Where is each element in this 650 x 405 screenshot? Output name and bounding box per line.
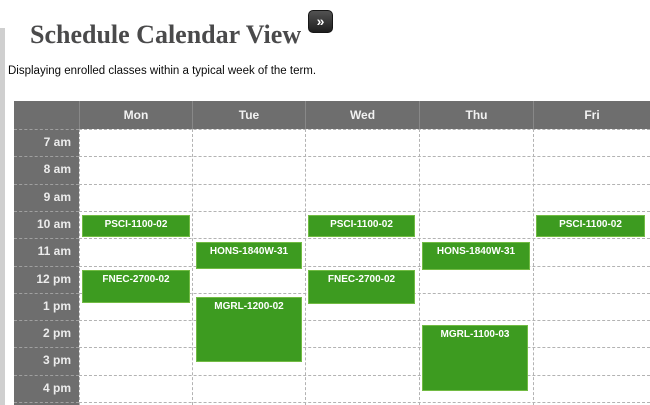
event-block: MGRL-1200-02 bbox=[196, 297, 302, 362]
gutter-separator-line bbox=[14, 210, 79, 212]
expand-button[interactable]: » bbox=[308, 10, 333, 33]
gutter-separator-line bbox=[14, 129, 79, 130]
column-grid-line bbox=[419, 129, 420, 405]
day-header-mon: Mon bbox=[79, 101, 192, 129]
page-title: Schedule Calendar View bbox=[30, 20, 302, 50]
day-header-tue: Tue bbox=[192, 101, 305, 129]
gutter-separator-line bbox=[14, 402, 79, 403]
gutter-separator-line bbox=[14, 183, 79, 185]
time-label-10am: 10 am bbox=[36, 216, 71, 231]
event-block: PSCI-1100-02 bbox=[82, 215, 190, 237]
column-grid-line bbox=[305, 129, 306, 405]
time-label-9am: 9 am bbox=[43, 189, 71, 204]
row-grid-line bbox=[79, 374, 650, 376]
row-grid-line bbox=[79, 129, 650, 130]
time-label-11am: 11 am bbox=[37, 244, 71, 259]
gutter-separator-line bbox=[14, 292, 79, 294]
gutter-separator-line bbox=[14, 265, 79, 267]
gutter-separator-line bbox=[14, 374, 79, 376]
time-label-8am: 8 am bbox=[43, 162, 71, 177]
time-label-1pm: 1 pm bbox=[42, 298, 71, 313]
time-label-4pm: 4 pm bbox=[42, 380, 71, 395]
column-grid-line bbox=[192, 129, 193, 405]
event-block: PSCI-1100-02 bbox=[536, 215, 645, 237]
page-subtitle: Displaying enrolled classes within a typ… bbox=[8, 65, 317, 77]
time-label-7am: 7 am bbox=[43, 135, 71, 149]
day-header-row bbox=[14, 101, 650, 129]
column-grid-line bbox=[79, 129, 80, 405]
double-chevron-right-icon: » bbox=[316, 13, 325, 29]
event-block: FNEC-2700-02 bbox=[82, 270, 190, 303]
time-label-12pm: 12 pm bbox=[36, 271, 71, 286]
day-header-thu: Thu bbox=[419, 101, 533, 129]
row-grid-line bbox=[79, 265, 650, 267]
row-grid-line bbox=[79, 183, 650, 185]
row-grid-line bbox=[79, 320, 650, 322]
event-block: MGRL-1100-03 bbox=[422, 325, 528, 391]
event-block: PSCI-1100-02 bbox=[308, 215, 415, 237]
day-header-fri: Fri bbox=[533, 101, 650, 129]
event-block: FNEC-2700-02 bbox=[308, 270, 415, 304]
day-header-wed: Wed bbox=[305, 101, 419, 129]
time-gutter bbox=[14, 101, 79, 405]
time-label-2pm: 2 pm bbox=[42, 326, 71, 341]
event-block: HONS-1840W-31 bbox=[196, 242, 302, 269]
row-grid-line bbox=[79, 156, 650, 158]
gutter-separator-line bbox=[14, 320, 79, 322]
schedule-calendar-grid: Mon Tue Wed Thu Fri 7 am 8 am 9 am 10 am 11 am 12 … bbox=[14, 101, 650, 405]
row-grid-line bbox=[79, 402, 650, 403]
gutter-separator-line bbox=[14, 347, 79, 349]
row-grid-line bbox=[79, 210, 650, 212]
event-block: HONS-1840W-31 bbox=[422, 242, 530, 270]
row-grid-line bbox=[79, 347, 650, 349]
gutter-separator-line bbox=[14, 156, 79, 158]
column-grid-line bbox=[533, 129, 534, 405]
gutter-separator-line bbox=[14, 238, 79, 240]
page-edge-strip bbox=[0, 28, 5, 405]
row-grid-line bbox=[79, 238, 650, 240]
time-label-3pm: 3 pm bbox=[42, 353, 71, 368]
